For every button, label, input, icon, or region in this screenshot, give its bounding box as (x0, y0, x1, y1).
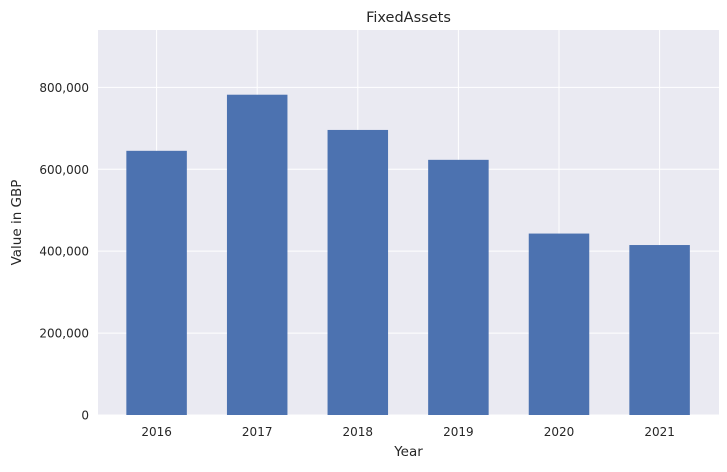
bar-2019 (428, 159, 489, 415)
y-tick-label: 200,000 (39, 327, 89, 341)
x-tick-label: 2017 (242, 425, 273, 439)
y-tick-label: 0 (81, 409, 89, 423)
x-tick-label: 2018 (343, 425, 374, 439)
bar-2020 (528, 233, 590, 415)
x-tick-label: 2020 (544, 425, 575, 439)
x-axis-ticks: 2016 2017 2018 2019 2020 2021 (141, 425, 675, 439)
x-axis-label: Year (393, 444, 423, 460)
bar-2018 (327, 129, 389, 416)
x-tick-label: 2019 (443, 425, 474, 439)
chart-title: FixedAssets (366, 10, 451, 26)
x-tick-label: 2016 (141, 425, 172, 439)
y-tick-label: 600,000 (39, 163, 89, 177)
plot-area (98, 30, 719, 415)
x-tick-label: 2021 (644, 425, 675, 439)
bar-2021 (629, 245, 690, 415)
y-tick-label: 800,000 (39, 81, 89, 95)
bar-2016 (126, 150, 187, 415)
bars (126, 94, 690, 416)
y-tick-label: 400,000 (39, 245, 89, 259)
bar-2017 (226, 94, 288, 415)
y-axis-ticks: 0 200,000 400,000 600,000 800,000 (39, 81, 89, 423)
y-axis-label: Value in GBP (9, 180, 25, 266)
